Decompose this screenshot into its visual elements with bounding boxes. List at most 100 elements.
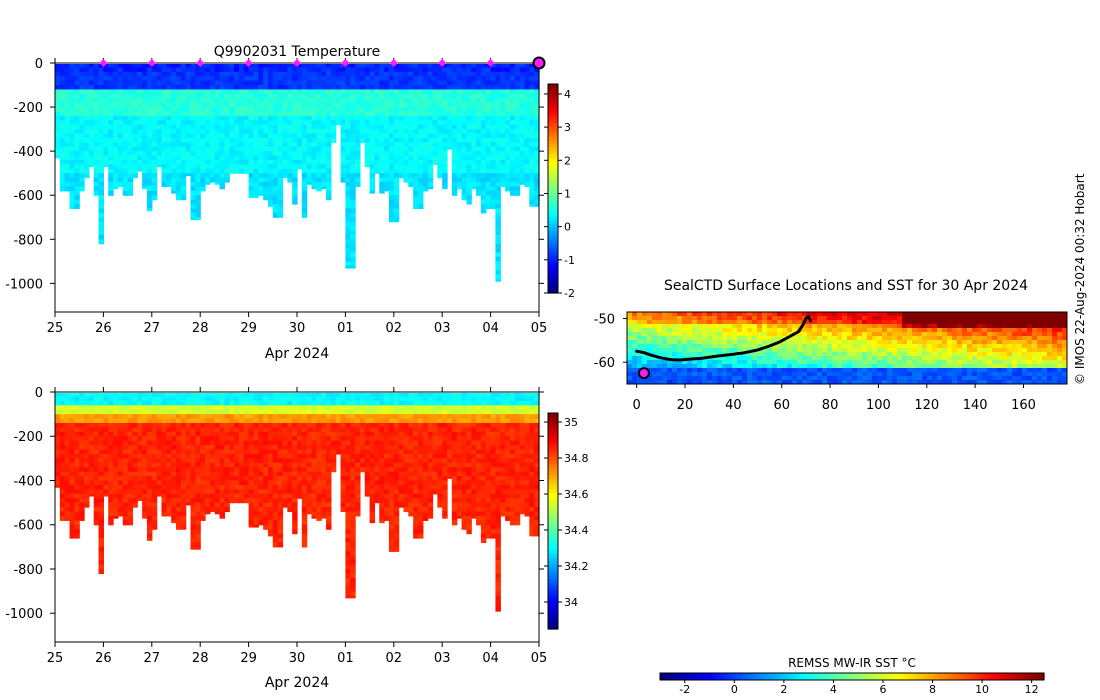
profile-cell (209, 64, 216, 69)
profile-cell (103, 133, 109, 139)
profile-cell (74, 493, 80, 499)
profile-cell (200, 511, 206, 517)
profile-cell (234, 115, 240, 121)
profile-cell (267, 436, 274, 442)
profile-cell (248, 493, 255, 499)
profile-cell (500, 85, 506, 91)
profile-cell (248, 462, 255, 468)
profile-cell (151, 436, 158, 442)
profile-cell (267, 98, 274, 104)
profile-cell (117, 498, 124, 504)
profile-cell (301, 89, 308, 95)
profile-cell (156, 422, 163, 428)
colorbar-segment (548, 181, 558, 186)
profile-cell (418, 159, 424, 165)
profile-cell (142, 502, 148, 508)
profile-cell (74, 476, 80, 482)
profile-cell (59, 493, 66, 499)
profile-cell (514, 177, 521, 183)
profile-column (442, 64, 448, 190)
profile-cell (374, 76, 380, 82)
profile-cell (306, 151, 313, 157)
profile-cell (301, 76, 308, 82)
profile-cell (113, 67, 119, 73)
profile-cell (316, 393, 322, 398)
profile-cell (495, 146, 501, 152)
profile-cell (180, 515, 187, 521)
profile-cell (219, 453, 225, 459)
profile-cell (267, 515, 274, 521)
profile-cell (161, 80, 167, 86)
profile-cell (176, 146, 182, 152)
profile-cell (485, 102, 492, 108)
profile-cell (200, 164, 206, 170)
profile-cell (495, 230, 501, 236)
profile-cell (171, 181, 177, 187)
profile-cell (258, 458, 264, 464)
profile-cell (88, 159, 95, 165)
profile-cell (74, 133, 80, 139)
profile-cell (301, 71, 308, 77)
profile-cell (55, 151, 61, 157)
profile-cell (79, 177, 85, 183)
profile-cell (142, 159, 148, 165)
profile-cell (200, 89, 206, 95)
profile-cell (384, 177, 390, 183)
profile-cell (74, 93, 80, 99)
profile-cell (408, 111, 414, 117)
profile-cell (301, 502, 308, 508)
profile-cell (340, 502, 346, 508)
profile-cell (219, 168, 225, 174)
profile-cell (480, 186, 487, 192)
profile-cell (151, 458, 158, 464)
profile-cell (418, 85, 424, 91)
profile-cell (350, 212, 356, 218)
profile-cell (64, 396, 71, 402)
profile-cell (335, 431, 342, 437)
profile-cell (146, 440, 153, 446)
profile-cell (142, 89, 148, 95)
profile-cell (205, 168, 211, 174)
profile-cell (451, 181, 458, 187)
profile-cell (509, 142, 516, 148)
profile-cell (263, 76, 269, 82)
profile-column (272, 393, 279, 548)
profile-cell (219, 409, 225, 415)
profile-cell (180, 524, 187, 530)
profile-cell (238, 493, 245, 499)
profile-cell (113, 93, 119, 99)
profile-cell (108, 80, 114, 86)
profile-cell (74, 427, 80, 433)
profile-cell (321, 515, 327, 519)
profile-cell (345, 93, 351, 99)
profile-cell (461, 64, 467, 69)
profile-cell (229, 440, 235, 446)
profile-column (292, 393, 298, 535)
colorbar-segment (548, 230, 558, 235)
profile-column (267, 393, 274, 537)
profile-cell (316, 449, 322, 455)
profile-cell (272, 480, 279, 486)
profile-cell (190, 502, 196, 508)
profile-cell (64, 507, 71, 513)
profile-cell (132, 64, 138, 69)
profile-cell (209, 142, 216, 148)
profile-cell (176, 102, 182, 108)
profile-cell (103, 93, 109, 99)
profile-cell (408, 181, 414, 187)
profile-cell (495, 98, 501, 104)
profile-cell (335, 67, 342, 73)
profile-cell (524, 102, 530, 108)
profile-cell (224, 476, 230, 482)
profile-cell (190, 173, 196, 179)
profile-cell (64, 142, 71, 148)
profile-cell (122, 418, 129, 424)
profile-cell (166, 462, 172, 468)
profile-cell (263, 120, 269, 126)
profile-cell (137, 120, 143, 126)
profile-cell (64, 85, 71, 91)
profile-cell (224, 93, 230, 99)
profile-cell (408, 85, 414, 91)
profile-cell (369, 115, 376, 121)
colorbar-segment (548, 174, 558, 179)
